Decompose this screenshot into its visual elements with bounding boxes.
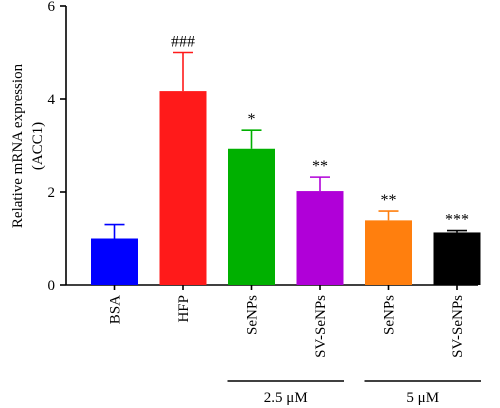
y-tick-label: 6 — [48, 0, 56, 15]
significance-label: *** — [445, 212, 469, 229]
y-tick-label: 4 — [48, 92, 56, 108]
y-tick-label: 0 — [48, 278, 56, 294]
bar — [296, 191, 344, 285]
bar — [91, 238, 138, 285]
labels: BSA ### HFP * SeNPs ** SV-SeNPs ** SeNPs *** SV-Se… — [108, 34, 481, 406]
significance-label: ### — [171, 34, 195, 51]
category-label: SV-SeNPs — [313, 295, 329, 358]
group-label: 5 μM — [406, 390, 439, 406]
category-label: SeNPs — [245, 295, 261, 335]
y-tick-label: 2 — [48, 185, 56, 201]
bar — [365, 220, 412, 285]
bar — [433, 232, 481, 285]
bar — [159, 91, 207, 285]
bars — [91, 51, 481, 285]
category-label: BSA — [108, 295, 124, 324]
category-label: SV-SeNPs — [450, 295, 466, 358]
y-axis-title: Relative mRNA expression (ACC1) — [10, 63, 46, 228]
bar — [228, 148, 275, 285]
y-axis-sublabel: (ACC1) — [30, 122, 46, 170]
significance-label: ** — [381, 192, 397, 209]
group-label: 2.5 μM — [264, 390, 308, 406]
category-label: HFP — [176, 295, 192, 323]
y-axis-label: Relative mRNA expression — [10, 63, 26, 228]
significance-label: * — [248, 111, 256, 128]
significance-label: ** — [312, 158, 328, 175]
category-label: SeNPs — [382, 295, 398, 335]
